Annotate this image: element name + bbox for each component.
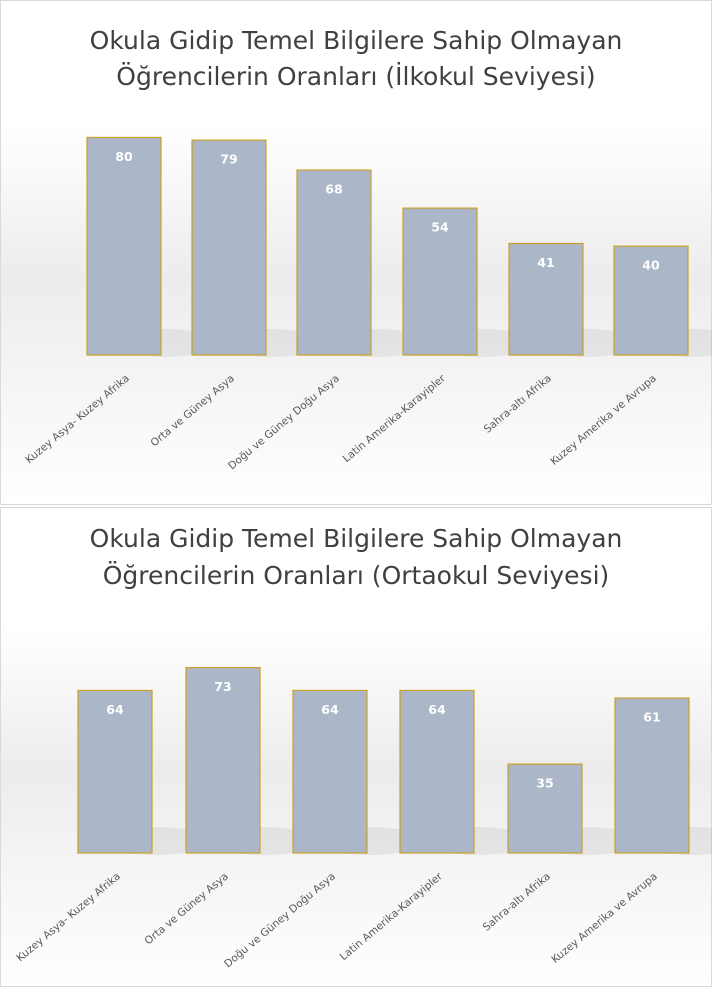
bar (399, 689, 475, 854)
data-label: 73 (214, 679, 231, 694)
chart-title: Okula Gidip Temel Bilgilere Sahip Olmaya… (90, 26, 623, 91)
data-label: 68 (325, 182, 342, 197)
chart-title: Okula Gidip Temel Bilgilere Sahip Olmaya… (90, 524, 623, 590)
bar (185, 666, 261, 854)
bar (507, 763, 583, 854)
bar (614, 697, 690, 854)
bar (77, 689, 153, 854)
bar (402, 207, 478, 356)
bar (86, 136, 162, 356)
data-label: 35 (536, 776, 553, 791)
bar (508, 242, 584, 356)
title-line: Öğrencilerin Oranları (Ortaokul Seviyesi… (103, 561, 610, 590)
data-label: 64 (106, 702, 124, 717)
bar (292, 689, 368, 854)
data-label: 79 (220, 152, 237, 167)
data-label: 61 (643, 710, 660, 725)
title-line: Öğrencilerin Oranları (İlkokul Seviyesi) (116, 62, 595, 91)
title-line: Okula Gidip Temel Bilgilere Sahip Olmaya… (90, 524, 623, 553)
bar (191, 139, 267, 356)
data-label: 80 (115, 149, 133, 164)
title-line: Okula Gidip Temel Bilgilere Sahip Olmaya… (90, 26, 623, 55)
data-label: 64 (321, 702, 339, 717)
data-label: 54 (431, 220, 449, 235)
data-label: 41 (537, 255, 554, 270)
bar (296, 169, 372, 356)
data-label: 64 (428, 702, 446, 717)
bar (613, 245, 689, 356)
data-label: 40 (642, 258, 660, 273)
